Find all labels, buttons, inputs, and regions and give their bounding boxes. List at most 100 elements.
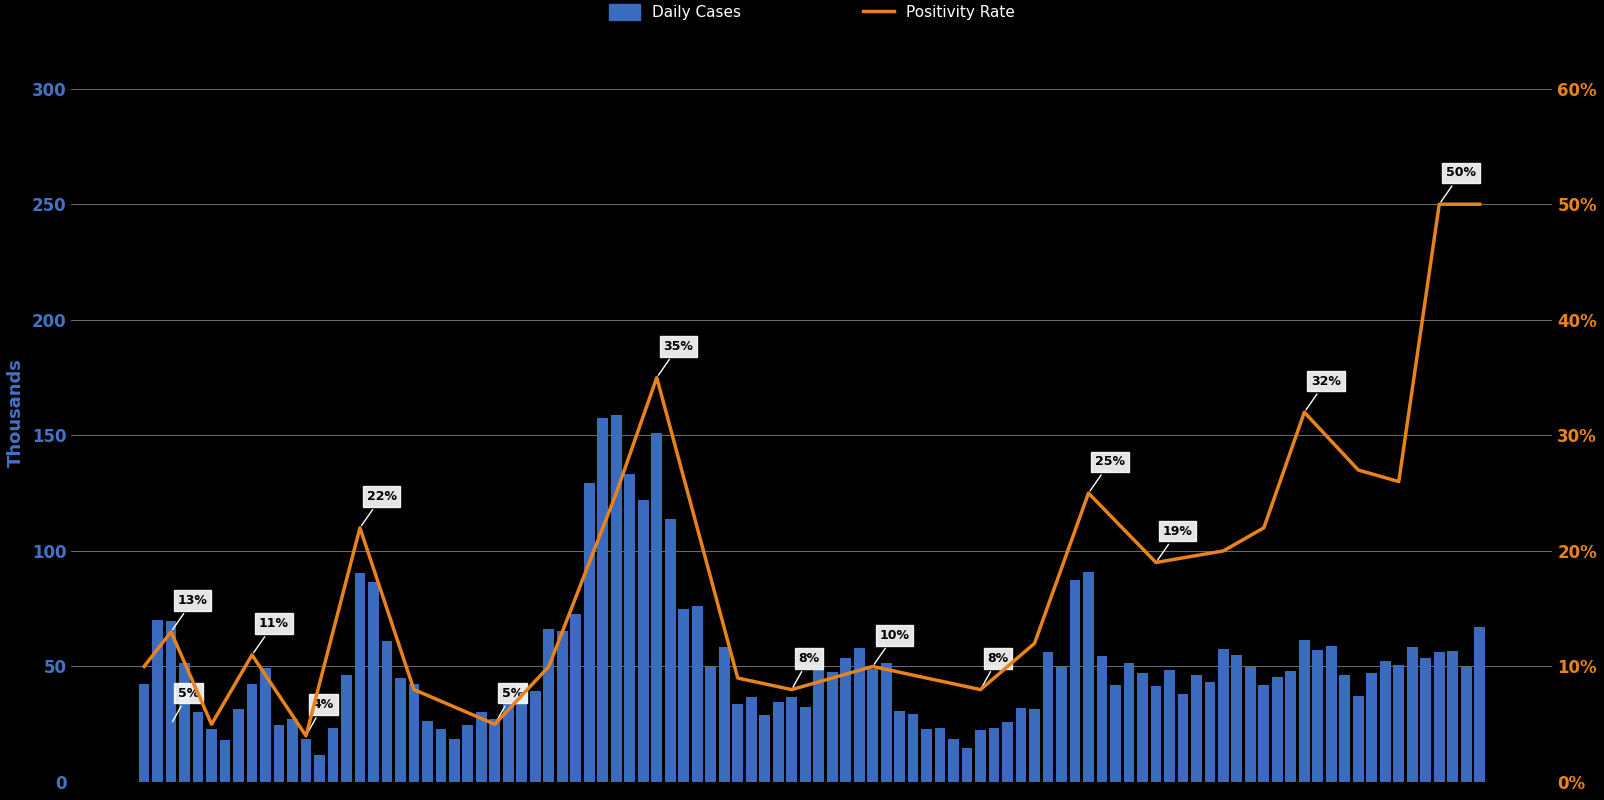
Bar [1030,709,1039,782]
Bar [544,630,555,782]
Bar [664,519,675,782]
Bar [462,725,473,782]
Bar [1205,682,1216,782]
Bar [921,729,932,782]
Bar [436,729,446,782]
Bar [746,698,757,782]
Text: 5%: 5% [172,686,199,722]
Bar [759,715,770,782]
Text: 35%: 35% [658,340,693,375]
Bar [1407,647,1418,782]
Legend: Daily Cases, Positivity Rate: Daily Cases, Positivity Rate [603,0,1020,26]
Text: 19%: 19% [1158,525,1192,560]
Text: 22%: 22% [361,490,396,526]
Bar [1070,580,1081,782]
Bar [504,702,513,782]
Bar [1339,675,1351,782]
Bar [1367,673,1378,782]
Bar [1137,673,1148,782]
Bar [207,729,217,782]
Bar [840,658,852,782]
Bar [1379,662,1391,782]
Bar [138,684,149,782]
Bar [220,740,231,782]
Bar [638,500,648,782]
Bar [260,669,271,782]
Bar [1232,654,1241,782]
Y-axis label: Thousands: Thousands [6,358,26,466]
Bar [1217,649,1229,782]
Bar [1055,667,1067,782]
Bar [1015,708,1027,782]
Bar [584,482,595,782]
Bar [476,712,486,782]
Bar [1165,670,1174,782]
Text: 8%: 8% [792,652,820,687]
Bar [733,704,743,782]
Bar [1259,685,1269,782]
Bar [489,719,500,782]
Bar [868,669,877,782]
Text: 25%: 25% [1091,455,1126,491]
Bar [1447,651,1458,782]
Bar [395,678,406,782]
Bar [1043,652,1054,782]
Bar [1192,675,1201,782]
Bar [287,719,298,782]
Bar [152,620,164,782]
Bar [611,415,622,782]
Bar [691,606,703,782]
Bar [1312,650,1323,782]
Bar [948,738,959,782]
Bar [893,710,905,782]
Bar [975,730,986,782]
Bar [1097,656,1107,782]
Bar [719,647,730,782]
Text: 50%: 50% [1440,166,1476,202]
Bar [1299,640,1310,782]
Bar [571,614,581,782]
Text: 5%: 5% [496,686,523,722]
Bar [706,666,715,782]
Bar [1285,670,1296,782]
Bar [1434,652,1445,782]
Bar [881,663,892,782]
Bar [853,647,865,782]
Bar [1083,572,1094,782]
Bar [449,739,460,782]
Bar [800,707,810,782]
Bar [1461,667,1471,782]
Bar [813,669,824,782]
Bar [1394,665,1404,782]
Bar [624,474,635,782]
Bar [1150,686,1161,782]
Bar [300,739,311,782]
Bar [274,725,284,782]
Bar [1002,722,1014,782]
Bar [422,721,433,782]
Bar [773,702,784,782]
Bar [165,622,176,782]
Bar [180,662,189,782]
Bar [1474,627,1485,782]
Bar [908,714,919,782]
Text: 11%: 11% [253,617,289,653]
Bar [1327,646,1336,782]
Bar [1177,694,1189,782]
Bar [597,418,608,782]
Bar [988,727,999,782]
Bar [367,582,379,782]
Bar [1110,685,1121,782]
Text: 10%: 10% [874,629,909,664]
Bar [786,697,797,782]
Bar [327,729,338,782]
Bar [314,755,326,782]
Bar [826,672,837,782]
Text: 8%: 8% [982,652,1009,687]
Bar [409,684,419,782]
Bar [962,749,972,782]
Bar [1352,696,1363,782]
Bar [1272,678,1283,782]
Text: 13%: 13% [173,594,207,630]
Bar [1123,663,1134,782]
